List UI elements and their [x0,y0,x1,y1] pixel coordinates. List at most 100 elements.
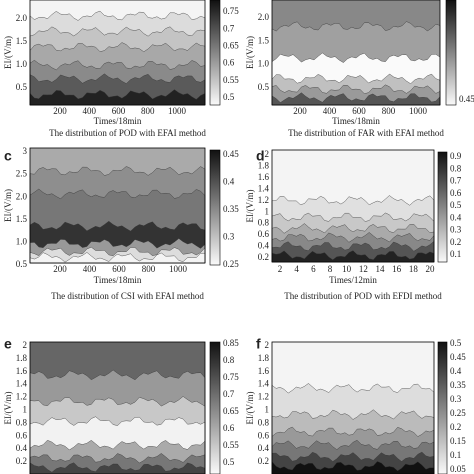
colorbar-tick-label: 0.5 [223,457,235,467]
y-tick-label: 0.4 [258,241,270,251]
colorbar [445,0,457,106]
contour-band [271,92,441,106]
colorbar-tick-label: 0.1 [450,249,461,259]
y-tick-label: 2 [23,340,28,350]
plot-frame [271,0,441,106]
x-tick-label: 400 [323,106,337,116]
y-tick-label: 3 [23,146,28,156]
y-tick-label: 0.2 [258,252,269,262]
colorbar [209,0,221,106]
colorbar-tick-label: 0.15 [450,436,466,446]
colorbar-tick-label: 0.8 [223,355,235,365]
x-tick-label: 14 [376,264,386,274]
y-tick-label: 1.0 [258,59,270,69]
colorbar-tick-label: 0.55 [223,440,239,450]
y-axis-label: EI/(V/m) [245,190,255,223]
y-tick-label: 2 [265,149,270,159]
colorbar-tick-label: 0.25 [450,408,466,418]
plot-frame [29,341,206,474]
x-tick-label: 400 [83,264,97,274]
y-tick-label: 0.4 [258,443,270,453]
caption: The distribution of POD with EFAI method [49,128,206,138]
colorbar-tick-label: 0.65 [223,40,239,50]
x-tick-label: 600 [112,264,126,274]
x-axis-label: Times/18min [332,116,380,126]
y-tick-label: 1.4 [258,379,270,389]
x-tick-label: 4 [294,264,299,274]
colorbar-tick-label: 0.65 [223,406,239,416]
y-tick-label: 1 [265,405,270,415]
colorbar-tick-label: 0.35 [223,204,239,214]
colorbar-tick-label: 0.7 [450,176,462,186]
x-tick-label: 10 [342,264,352,274]
colorbar-tick-label: 0.45 [450,352,466,362]
caption: The distribution of FAR with EFAI method [288,128,444,138]
y-axis-label: EI/(V/m) [245,36,255,69]
contour-band [29,462,206,474]
colorbar-tick-label: 0.4 [450,212,462,222]
colorbar-tick-label: 0.5 [450,200,462,210]
x-tick-label: 18 [409,264,419,274]
plot-frame [29,147,206,264]
x-tick-label: 600 [352,106,366,116]
plot-frame [271,149,435,263]
colorbar-tick-label: 0.2 [450,422,461,432]
x-tick-label: 16 [392,264,402,274]
contour-band [29,252,206,264]
caption: The distribution of POD with EFDI method [284,291,442,301]
y-tick-label: 1.0 [16,59,28,69]
panel-label: e [4,336,12,352]
colorbar-tick-label: 0.3 [223,232,235,242]
y-tick-label: 1.4 [258,183,270,193]
x-axis-label: Times/12min [329,275,377,285]
x-tick-label: 200 [53,106,67,116]
y-tick-label: 0.5 [16,82,28,92]
panel-label: f [256,336,261,352]
contour-band [271,250,435,263]
x-axis-label: Times/18min [94,116,142,126]
colorbar-tick-label: 0.3 [450,225,462,235]
colorbar [437,341,448,474]
y-axis-label: EI/(V/m) [3,189,13,222]
colorbar-tick-label: 0.55 [223,75,239,85]
y-tick-label: 0.8 [258,218,270,228]
y-tick-label: 0.8 [16,417,28,427]
x-tick-label: 12 [359,264,368,274]
colorbar-tick-label: 0.8 [450,163,462,173]
y-tick-label: 2 [265,340,270,350]
colorbar-tick-label: 0.6 [223,58,235,68]
y-tick-label: 1.6 [258,172,270,182]
x-tick-label: 20 [426,264,436,274]
y-tick-label: 1.0 [16,236,28,246]
y-tick-label: 1.4 [16,379,28,389]
colorbar-tick-label: 0.4 [223,177,235,187]
colorbar-tick-label: 0.9 [450,151,462,161]
x-tick-label: 800 [142,264,156,274]
panel-label: c [4,148,12,164]
y-tick-label: 1.6 [16,366,28,376]
x-tick-label: 1000 [409,106,428,116]
contour-band [29,89,206,106]
y-axis-label: EI/(V/m) [245,392,255,425]
y-tick-label: 2.5 [16,169,28,179]
colorbar-tick-label: 0.25 [223,259,239,269]
colorbar-tick-label: 0.45 [223,149,239,159]
y-tick-label: 2.0 [16,191,28,201]
y-tick-label: 1.2 [258,195,269,205]
x-tick-label: 1000 [169,264,188,274]
colorbar-tick-label: 0.35 [450,380,466,390]
y-axis-label: EI/(V/m) [3,36,13,69]
y-tick-label: 1.8 [258,353,270,363]
y-tick-label: 0.6 [258,430,270,440]
colorbar-tick-label: 0.6 [223,423,235,433]
y-tick-label: 1.8 [258,161,270,171]
plot-frame [271,341,435,474]
colorbar-tick-label: 0.3 [450,394,462,404]
colorbar-tick-label: 0.2 [450,237,461,247]
y-tick-label: 0.8 [258,417,270,427]
x-axis-label: Times/18min [94,275,142,285]
y-tick-label: 1.5 [258,35,270,45]
x-tick-label: 8 [328,264,333,274]
colorbar-tick-label: 0.05 [450,464,466,474]
y-tick-label: 1.6 [258,366,270,376]
